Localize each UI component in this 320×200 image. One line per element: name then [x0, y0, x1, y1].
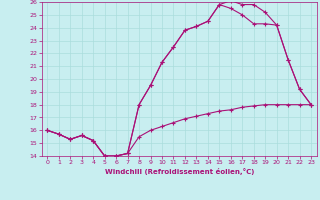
X-axis label: Windchill (Refroidissement éolien,°C): Windchill (Refroidissement éolien,°C) — [105, 168, 254, 175]
